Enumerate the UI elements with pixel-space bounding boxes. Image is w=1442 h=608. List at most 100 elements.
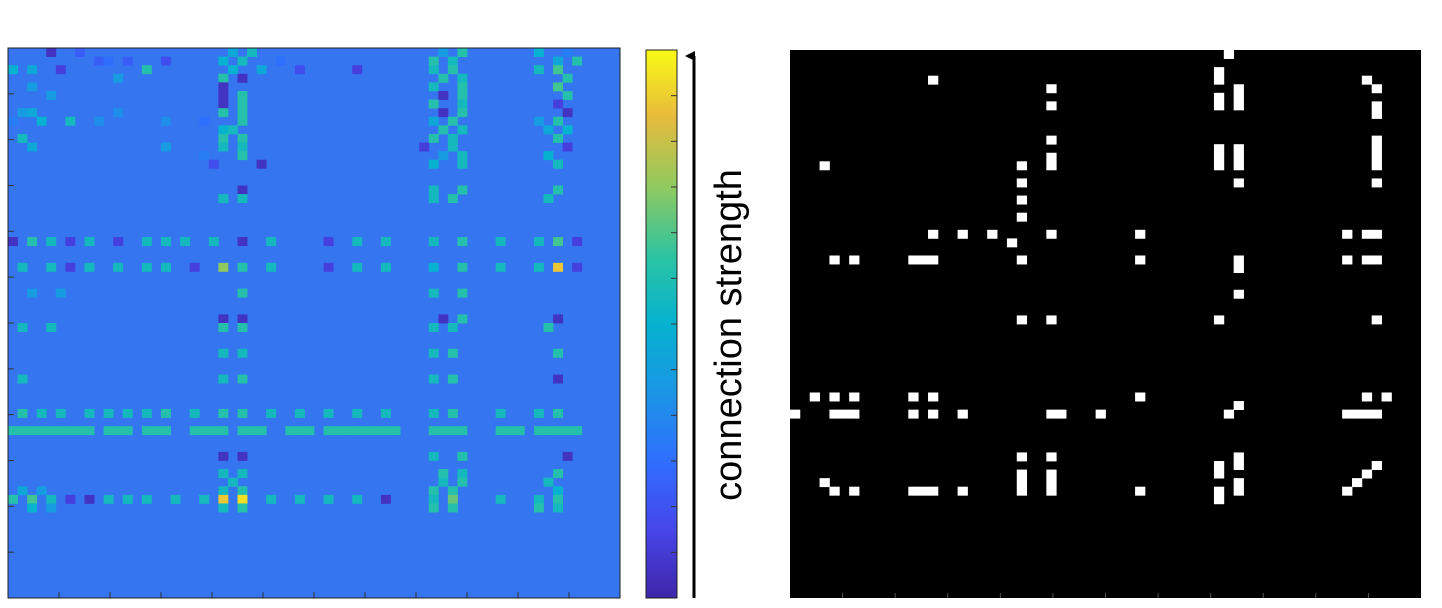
- heatmap-cell: [553, 374, 564, 384]
- left-heatmap-frame: [7, 47, 621, 599]
- heatmap-cell: [103, 494, 114, 504]
- binary-cell: [1371, 144, 1382, 154]
- binary-cell: [1016, 178, 1028, 188]
- heatmap-cell: [237, 99, 248, 109]
- heatmap-cell: [141, 237, 152, 247]
- heatmap-cell: [237, 469, 248, 479]
- heatmap-cell: [218, 56, 229, 66]
- heatmap-cell: [380, 426, 391, 436]
- binary-cell: [1371, 229, 1382, 239]
- binary-cell: [849, 392, 860, 402]
- heatmap-cell: [495, 262, 506, 272]
- heatmap-cell: [447, 348, 458, 358]
- binary-cell: [1361, 255, 1373, 265]
- heatmap-cell: [457, 73, 468, 83]
- heatmap-cell: [247, 48, 258, 57]
- heatmap-cell: [141, 494, 152, 504]
- heatmap-cell: [543, 194, 554, 204]
- heatmap-cell: [237, 494, 248, 504]
- heatmap-cell: [419, 142, 430, 152]
- binary-cell: [1016, 195, 1028, 205]
- binary-cell: [849, 486, 860, 496]
- heatmap-cell: [161, 56, 171, 66]
- left-heatmap-background: [8, 48, 620, 598]
- heatmap-cell: [553, 426, 564, 436]
- heatmap-cell: [17, 323, 28, 332]
- heatmap-cell: [533, 65, 544, 75]
- heatmap-cell: [84, 408, 95, 418]
- heatmap-cell: [428, 56, 439, 66]
- heatmap-cell: [572, 426, 583, 436]
- binary-cell: [1233, 161, 1244, 171]
- binary-cell: [1213, 315, 1225, 325]
- heatmap-cell: [428, 159, 439, 169]
- heatmap-cell: [428, 185, 439, 195]
- heatmap-cell: [141, 65, 152, 75]
- binary-cell: [1233, 92, 1244, 102]
- heatmap-cell: [46, 426, 57, 436]
- heatmap-cell: [65, 237, 76, 247]
- heatmap-cell: [553, 503, 564, 513]
- binary-cell: [1213, 101, 1225, 111]
- heatmap-cell: [572, 56, 583, 66]
- heatmap-cell: [218, 469, 229, 479]
- heatmap-cell: [533, 426, 544, 436]
- heatmap-cell: [227, 48, 238, 57]
- binary-cell: [1351, 409, 1363, 419]
- heatmap-cell: [237, 73, 248, 83]
- binary-cell: [1046, 469, 1057, 479]
- heatmap-cell: [572, 262, 583, 272]
- heatmap-cell: [495, 426, 506, 436]
- heatmap-cell: [218, 426, 229, 436]
- heatmap-cell: [256, 159, 267, 169]
- heatmap-cell: [84, 237, 95, 247]
- heatmap-cell: [553, 82, 564, 92]
- right-heatmap-background: [790, 50, 1421, 598]
- heatmap-cell: [237, 142, 248, 152]
- heatmap-cell: [352, 237, 363, 247]
- heatmap-cell: [199, 151, 210, 161]
- binary-cell: [1213, 67, 1225, 77]
- binary-cell: [1135, 392, 1146, 402]
- binary-cell: [829, 409, 840, 419]
- binary-cell: [1233, 144, 1244, 154]
- heatmap-cell: [428, 262, 439, 272]
- heatmap-cell: [447, 374, 458, 384]
- binary-cell: [1371, 109, 1382, 119]
- binary-cell: [957, 486, 968, 496]
- heatmap-cell: [237, 348, 248, 358]
- heatmap-cell: [46, 494, 57, 504]
- heatmap-cell: [371, 426, 382, 436]
- heatmap-cell: [17, 262, 28, 272]
- binary-cell: [908, 255, 919, 265]
- binary-cell: [1233, 101, 1244, 111]
- heatmap-cell: [103, 426, 114, 436]
- heatmap-cell: [237, 185, 248, 195]
- heatmap-cell: [65, 494, 76, 504]
- heatmap-cell: [428, 237, 439, 247]
- binary-cell: [908, 409, 919, 419]
- heatmap-cell: [390, 426, 401, 436]
- heatmap-cell: [428, 194, 439, 204]
- binary-cell: [790, 409, 801, 419]
- heatmap-cell: [17, 133, 28, 143]
- heatmap-cell: [17, 374, 28, 384]
- heatmap-cell: [180, 237, 191, 247]
- binary-cell: [928, 255, 939, 265]
- heatmap-cell: [17, 486, 28, 496]
- binary-cell: [1135, 229, 1146, 239]
- colorbar-ticks: [671, 95, 677, 553]
- heatmap-cell: [543, 125, 554, 135]
- binary-cell: [1361, 392, 1373, 402]
- heatmap-cell: [428, 288, 439, 298]
- heatmap-cell: [46, 48, 57, 57]
- binary-cell: [1371, 178, 1382, 188]
- binary-cell: [987, 229, 998, 239]
- binary-cell: [849, 409, 860, 419]
- binary-cell: [1342, 486, 1353, 496]
- heatmap-cell: [151, 426, 162, 436]
- heatmap-cell: [65, 426, 76, 436]
- heatmap-cell: [380, 262, 391, 272]
- heatmap-cell: [8, 65, 18, 75]
- binary-cell: [1361, 409, 1373, 419]
